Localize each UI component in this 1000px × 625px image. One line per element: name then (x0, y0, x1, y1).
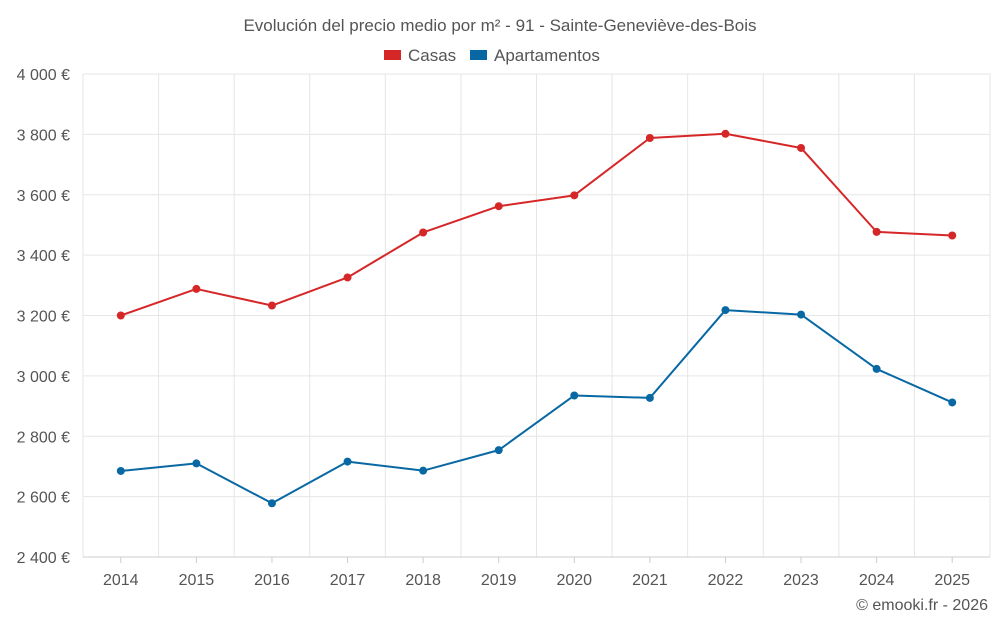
data-point-casas[interactable] (872, 227, 881, 236)
x-tick-label: 2017 (330, 572, 366, 589)
data-point-apartamentos[interactable] (645, 393, 654, 402)
data-point-apartamentos[interactable] (419, 466, 428, 475)
data-point-apartamentos[interactable] (116, 466, 125, 475)
chart-legend: Casas Apartamentos (384, 46, 600, 65)
x-tick-label: 2019 (481, 572, 517, 589)
legend-item-apartamentos[interactable]: Apartamentos (470, 46, 600, 65)
data-point-apartamentos[interactable] (494, 446, 503, 455)
data-point-casas[interactable] (267, 301, 276, 310)
x-tick-label: 2023 (783, 572, 819, 589)
series-line-casas (120, 132, 953, 317)
legend-label: Apartamentos (494, 46, 600, 65)
legend-swatch (470, 50, 487, 60)
x-tick-label: 2014 (103, 572, 139, 589)
y-tick-label: 3 000 € (17, 369, 70, 386)
data-point-apartamentos[interactable] (570, 391, 579, 400)
data-point-apartamentos[interactable] (948, 398, 957, 407)
x-axis: 2014 2015 2016 2017 2018 2019 2020 2021 2022 2023… (83, 556, 990, 589)
legend-swatch (384, 50, 401, 60)
x-tick-label: 2022 (708, 572, 744, 589)
chart-title: Evolución del precio medio por m² - 91 -… (243, 16, 756, 35)
copyright-footer: © emooki.fr - 2026 (856, 597, 988, 614)
data-point-casas[interactable] (645, 133, 654, 142)
data-point-casas[interactable] (192, 284, 201, 293)
data-point-casas[interactable] (721, 129, 730, 138)
legend-item-casas[interactable]: Casas (384, 46, 456, 65)
series-line-apartamentos (120, 309, 953, 505)
series-casas (116, 129, 957, 320)
data-point-casas[interactable] (948, 231, 957, 240)
data-point-apartamentos[interactable] (192, 459, 201, 468)
x-tick-label: 2015 (179, 572, 215, 589)
y-axis: 2 400 € 2 600 € 2 800 € 3 000 € 3 200 € 3 400… (17, 67, 70, 567)
data-point-casas[interactable] (570, 191, 579, 200)
x-tick-label: 2025 (934, 572, 970, 589)
x-tick-label: 2024 (859, 572, 895, 589)
y-tick-label: 3 400 € (17, 248, 70, 265)
data-point-apartamentos[interactable] (721, 306, 730, 315)
x-tick-label: 2018 (405, 572, 441, 589)
y-tick-label: 3 800 € (17, 127, 70, 144)
data-point-apartamentos[interactable] (343, 457, 352, 466)
x-tick-label: 2020 (556, 572, 592, 589)
chart-grid (82, 73, 991, 558)
chart-series (116, 129, 957, 508)
data-point-casas[interactable] (419, 228, 428, 237)
y-tick-label: 3 600 € (17, 188, 70, 205)
y-tick-label: 4 000 € (17, 67, 70, 84)
y-tick-label: 2 600 € (17, 490, 70, 507)
data-point-casas[interactable] (116, 311, 125, 320)
y-tick-label: 2 800 € (17, 429, 70, 446)
data-point-apartamentos[interactable] (797, 310, 806, 319)
data-point-apartamentos[interactable] (872, 364, 881, 373)
y-tick-label: 3 200 € (17, 309, 70, 326)
series-apartamentos (116, 306, 957, 508)
x-tick-label: 2016 (254, 572, 290, 589)
legend-label: Casas (408, 46, 456, 65)
x-tick-label: 2021 (632, 572, 668, 589)
data-point-apartamentos[interactable] (267, 499, 276, 508)
y-tick-label: 2 400 € (17, 550, 70, 567)
data-point-casas[interactable] (343, 273, 352, 282)
data-point-casas[interactable] (797, 143, 806, 152)
data-point-casas[interactable] (494, 202, 503, 211)
